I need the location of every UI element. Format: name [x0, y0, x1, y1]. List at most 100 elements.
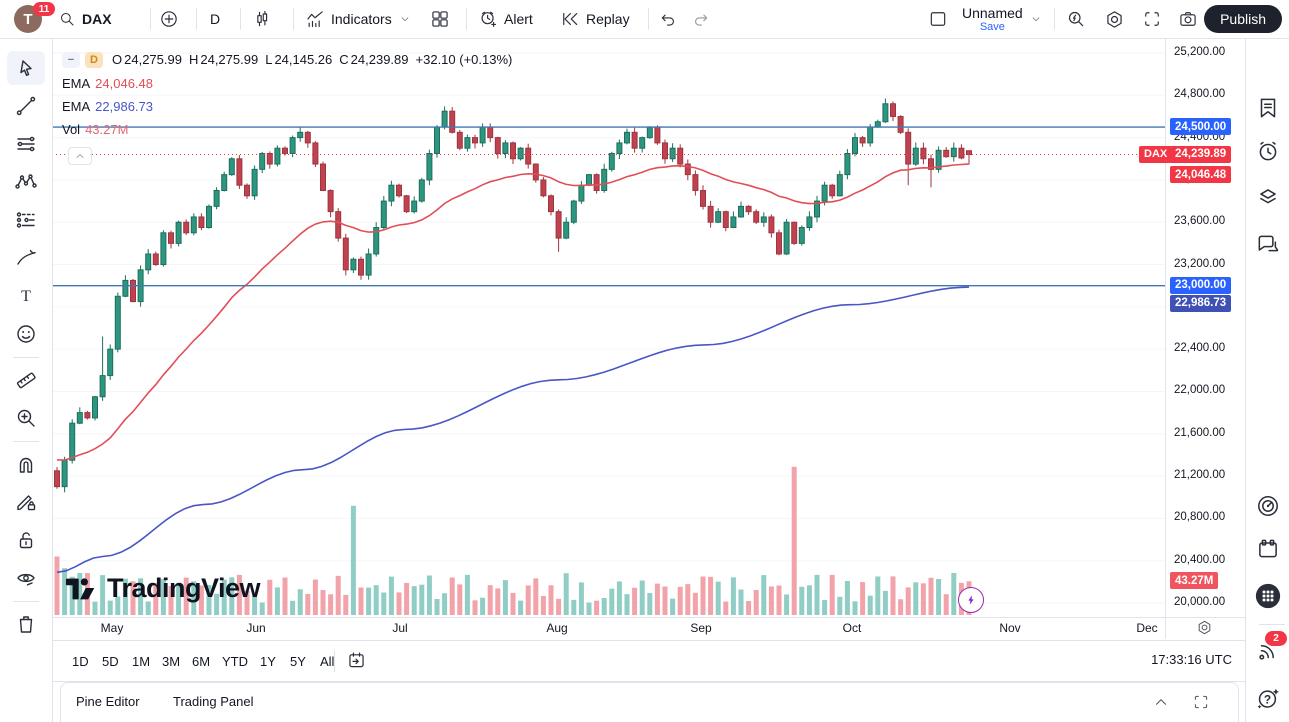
xabcd-pattern-tool[interactable]	[7, 165, 45, 199]
screenshot-button[interactable]	[1178, 0, 1198, 38]
range-1y-button[interactable]: 1Y	[260, 653, 276, 669]
chat-button[interactable]	[1253, 230, 1283, 260]
undo-button[interactable]	[658, 0, 677, 38]
redo-button[interactable]	[692, 0, 711, 38]
expand-panel-button[interactable]	[1152, 693, 1170, 716]
ema-fast-line[interactable]	[56, 163, 970, 461]
instant-trading-button[interactable]	[958, 587, 984, 613]
help-button[interactable]: ?	[1253, 683, 1283, 713]
streams-button[interactable]: 2	[1253, 631, 1287, 666]
collapse-symbol-button[interactable]: −	[62, 51, 80, 68]
go-to-date-button[interactable]	[346, 650, 367, 676]
drawing-mode-tool[interactable]	[7, 485, 45, 519]
candle-body	[677, 147, 684, 165]
volume-bar	[404, 582, 410, 615]
range-all-button[interactable]: All	[320, 653, 335, 669]
trading-panel-tab[interactable]: Trading Panel	[173, 694, 254, 709]
range-5y-button[interactable]: 5Y	[290, 653, 306, 669]
chart-style-button[interactable]	[252, 0, 272, 38]
settings-button[interactable]	[1104, 0, 1125, 38]
volume-bar	[860, 582, 866, 615]
alerts-button[interactable]	[1253, 136, 1283, 166]
layout-name-button[interactable]: Unnamed Save	[962, 0, 1043, 38]
time-axis[interactable]: May Jun Jul Aug Sep Oct Nov Dec	[52, 618, 1245, 639]
interval-chip[interactable]: D	[85, 51, 103, 68]
technicals-button[interactable]	[1253, 491, 1283, 521]
volume-bar	[890, 576, 896, 615]
apps-menu-button[interactable]	[1253, 581, 1283, 611]
trend-line-tool[interactable]	[7, 89, 45, 123]
time-tick-aug: Aug	[546, 621, 568, 635]
candle-body	[266, 152, 273, 165]
timezone-settings-button[interactable]	[1196, 619, 1216, 637]
candle-body	[616, 142, 623, 154]
range-3m-button[interactable]: 3M	[162, 653, 181, 669]
text-tool[interactable]: T	[7, 279, 45, 313]
price-tick: 20,000.00	[1174, 596, 1226, 608]
brush-tool[interactable]	[7, 241, 45, 275]
magnet-tool[interactable]	[7, 447, 45, 481]
calendar-button[interactable]	[1253, 534, 1283, 564]
pine-editor-tab[interactable]: Pine Editor	[76, 694, 140, 709]
legend-ema2-row[interactable]: EMA 22,986.73	[62, 96, 514, 117]
object-tree-button[interactable]	[1253, 182, 1283, 212]
clock[interactable]: 17:33:16 UTC	[1151, 652, 1232, 667]
maximize-panel-button[interactable]	[1192, 693, 1210, 716]
range-1d-button[interactable]: 1D	[72, 653, 89, 669]
volume-bar	[624, 594, 630, 615]
go-to-date-icon	[349, 652, 364, 668]
camera-icon	[1180, 12, 1196, 26]
save-link[interactable]: Save	[979, 20, 1005, 33]
zoom-in-tool[interactable]	[7, 401, 45, 435]
candle-body	[365, 253, 372, 276]
compare-add-button[interactable]	[159, 0, 179, 38]
volume-bar	[244, 590, 250, 615]
price-axis[interactable]: 25,200.0024,800.0024,400.0024,000.0023,6…	[1166, 38, 1245, 617]
forecast-tool[interactable]	[7, 203, 45, 237]
ema-slow-line[interactable]	[56, 286, 970, 574]
volume-bar	[791, 466, 797, 615]
symbol-name: DAX	[82, 11, 112, 27]
measure-tool[interactable]	[7, 363, 45, 397]
chart-canvas[interactable]	[52, 38, 1165, 617]
candle-body	[175, 221, 182, 244]
candle-body	[259, 152, 266, 170]
replay-button[interactable]: Replay	[560, 0, 630, 38]
candle-body	[411, 200, 418, 213]
interval-button[interactable]: D	[210, 0, 220, 38]
range-6m-button[interactable]: 6M	[192, 653, 211, 669]
quick-search-button[interactable]	[1066, 0, 1086, 38]
time-tick-nov: Nov	[999, 621, 1021, 635]
hide-drawings-tool[interactable]	[7, 561, 45, 595]
range-5d-button[interactable]: 5D	[102, 653, 119, 669]
candle-body	[107, 348, 114, 377]
candle-body	[76, 412, 83, 424]
candle-body	[358, 258, 364, 276]
watchlist-button[interactable]	[1253, 93, 1283, 123]
emoji-tool[interactable]	[7, 317, 45, 351]
time-tick-oct: Oct	[842, 621, 862, 635]
toolbar-separator	[196, 8, 197, 30]
remove-drawings-tool[interactable]	[7, 607, 45, 641]
fullscreen-button[interactable]	[1142, 0, 1162, 38]
legend-volume-row[interactable]: Vol 43.27M	[62, 119, 514, 140]
range-ytd-button[interactable]: YTD	[222, 653, 248, 669]
publish-button[interactable]: Publish	[1204, 5, 1282, 33]
layout-select-button[interactable]	[928, 0, 948, 38]
range-1m-button[interactable]: 1M	[132, 653, 151, 669]
collapse-indicators-button[interactable]	[68, 147, 92, 165]
fib-lines-tool[interactable]	[7, 127, 45, 161]
streams-count-badge: 2	[1265, 631, 1287, 646]
cursor-tool[interactable]	[7, 51, 45, 85]
symbol-price-chip: DAX	[1139, 145, 1173, 163]
volume-bar	[388, 576, 394, 615]
indicators-button[interactable]: Indicators	[305, 0, 412, 38]
symbol-search-button[interactable]: DAX	[58, 0, 112, 38]
alert-button[interactable]: Alert	[478, 0, 533, 38]
volume-bar	[274, 587, 280, 615]
layout-templates-button[interactable]	[430, 0, 450, 38]
candle-body	[624, 131, 630, 144]
candle-body	[206, 205, 212, 229]
lock-drawings-tool[interactable]	[7, 523, 45, 557]
legend-ema1-row[interactable]: EMA 24,046.48	[62, 73, 514, 94]
